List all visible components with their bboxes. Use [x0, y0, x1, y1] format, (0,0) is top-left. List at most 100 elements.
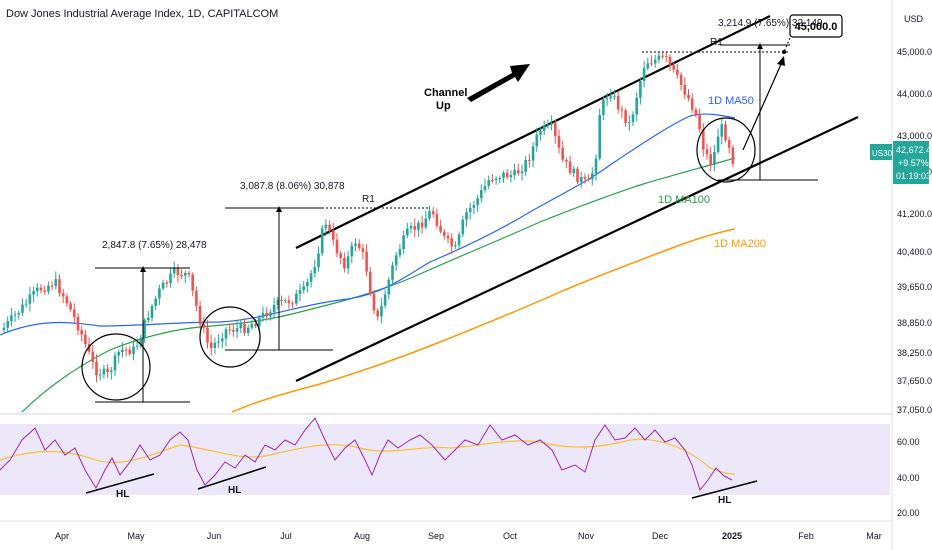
candle-body	[613, 95, 616, 97]
candle-body	[243, 323, 246, 333]
candle-body	[579, 177, 583, 182]
circle-1	[81, 333, 151, 401]
r1-label-2: R1	[710, 37, 723, 48]
r1-label-1: R1	[362, 194, 375, 205]
candle-body	[550, 123, 553, 125]
candle-body	[491, 180, 494, 182]
candle-body	[87, 343, 91, 352]
candle-body	[17, 312, 21, 315]
time-axis-label: Jun	[207, 531, 222, 541]
time-axis-label: Jul	[280, 531, 292, 541]
rsi-tick-label: 20.00	[897, 508, 920, 518]
candle-body	[28, 294, 32, 304]
candle-body	[239, 323, 243, 329]
candle-body	[661, 55, 664, 57]
candle-body	[139, 337, 143, 346]
candle-body	[302, 286, 305, 291]
candle-body	[387, 279, 391, 295]
candle-body	[191, 274, 194, 291]
candle-body	[713, 151, 716, 166]
candle-body	[594, 158, 598, 174]
candle-body	[320, 228, 324, 254]
candle-body	[306, 281, 309, 287]
candle-body	[106, 368, 109, 372]
candle-body	[172, 268, 176, 274]
candle-body	[539, 130, 542, 135]
candle-body	[428, 211, 431, 219]
channel-upper-line[interactable]	[295, 15, 771, 249]
candle-body	[39, 287, 43, 291]
hl-line-1	[85, 473, 155, 494]
time-axis-label: Mar	[866, 531, 882, 541]
measure-label-2: 3,087.8 (8.06%) 30,878	[240, 181, 345, 192]
measure-label-1: 2,847.8 (7.65%) 28,478	[102, 240, 207, 251]
candle-body	[398, 249, 402, 256]
candle-body	[165, 282, 169, 284]
ma100-line	[21, 157, 736, 413]
channel-lower-line[interactable]	[295, 116, 859, 382]
candle-body	[676, 69, 679, 75]
candle-body	[169, 273, 172, 284]
candle-body	[468, 207, 472, 213]
candle-body	[498, 178, 502, 180]
candle-body	[694, 109, 698, 115]
rsi-tick-label: 40.00	[897, 473, 920, 483]
measure-label-3: 3,214.9 (7.65%) 32,149	[718, 18, 823, 29]
candle-body	[565, 159, 568, 162]
price-tick-label: 38,850.0	[897, 318, 932, 328]
candle-body	[221, 338, 224, 342]
candle-body	[176, 268, 180, 276]
candle-body	[84, 334, 87, 344]
candle-body	[32, 291, 35, 295]
candle-body	[361, 248, 365, 252]
candle-body	[228, 329, 231, 331]
ma50-label: 1D MA50	[708, 95, 754, 107]
price-badge: US30 42,672.4 +9.57% 01:19:03	[870, 141, 931, 184]
candle-body	[724, 124, 727, 141]
channel-label-1: Channel	[424, 87, 467, 99]
candle-body	[413, 226, 416, 230]
candle-body	[494, 178, 498, 181]
candle-body	[124, 349, 128, 351]
candle-body	[80, 330, 83, 335]
candle-body	[698, 114, 701, 130]
candle-body	[184, 272, 187, 276]
candle-body	[483, 185, 487, 191]
candle-body	[43, 290, 46, 292]
time-axis-label: Aug	[354, 531, 370, 541]
candle-body	[646, 63, 650, 69]
candle-body	[61, 293, 65, 297]
price-tick-label: 37,650.0	[897, 376, 932, 386]
target-label: 45,000.0	[795, 21, 838, 33]
candle-body	[657, 55, 661, 60]
candle-body	[143, 320, 146, 338]
candle-body	[624, 110, 627, 123]
candle-body	[298, 290, 302, 294]
hl-label-3: HL	[718, 495, 731, 506]
candle-body	[472, 205, 476, 208]
candle-body	[454, 245, 457, 247]
channel-label-2: Up	[436, 100, 451, 112]
target-box[interactable]	[789, 14, 843, 38]
chart-title: Dow Jones Industrial Average Index, 1D, …	[6, 8, 279, 20]
price-tick-label: 39,650.0	[897, 282, 932, 292]
candle-body	[402, 235, 405, 250]
candle-body	[450, 238, 453, 247]
candle-body	[36, 287, 39, 292]
price-tick-label: 38,250.0	[897, 348, 932, 358]
candle-body	[476, 198, 479, 206]
candle-body	[406, 228, 409, 236]
candle-body	[324, 224, 328, 229]
candles-group	[2, 51, 735, 383]
candle-body	[357, 243, 361, 249]
candle-body	[154, 298, 157, 306]
time-axis-label: Dec	[652, 531, 669, 541]
circle-2	[199, 306, 261, 368]
candle-body	[102, 368, 106, 375]
candle-body	[587, 178, 590, 180]
candle-body	[720, 124, 724, 137]
candle-body	[409, 226, 413, 229]
candle-body	[150, 305, 154, 318]
candle-body	[591, 173, 594, 180]
